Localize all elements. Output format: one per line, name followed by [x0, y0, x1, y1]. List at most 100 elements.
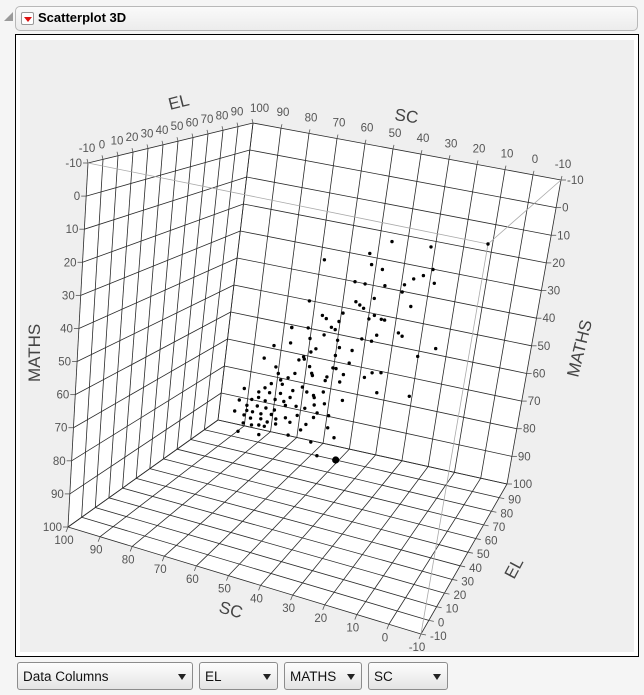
- tick-mark: [436, 606, 442, 609]
- gridline-wall-sc-maths: [71, 365, 225, 462]
- tick-mark: [221, 126, 224, 131]
- outline-header: [15, 6, 638, 31]
- tick-label-maths-left: 60: [56, 390, 69, 402]
- data-point: [333, 327, 337, 332]
- y-column-label: MATHS: [290, 669, 337, 684]
- data-point: [360, 337, 364, 341]
- tick-mark: [65, 526, 69, 533]
- data-point: [255, 404, 259, 408]
- data-point: [272, 343, 276, 348]
- tick-label-maths-right: 40: [542, 313, 555, 325]
- data-point: [273, 422, 278, 426]
- tick-label-sc-top: 0: [532, 154, 538, 166]
- tick-mark: [161, 556, 165, 562]
- gridline-wall-sc-el: [190, 130, 224, 440]
- data-columns-label: Data Columns: [23, 669, 109, 684]
- tick-label-el-top: 50: [171, 121, 184, 133]
- data-point: [242, 413, 246, 417]
- data-point: [400, 290, 404, 294]
- gridline-wall-sc-el: [135, 144, 164, 479]
- tick-label-sc-top: 60: [361, 123, 374, 135]
- data-point: [286, 376, 290, 380]
- tick-label-sc-top: 40: [417, 133, 430, 145]
- tick-label-el-right: 0: [438, 617, 444, 629]
- data-point: [322, 258, 327, 262]
- data-point: [421, 273, 426, 278]
- gridline-wall-el-sc: [454, 169, 506, 473]
- tick-label-maths-right: 20: [552, 258, 565, 270]
- x-column-dropdown[interactable]: EL: [199, 662, 278, 690]
- gridline-floor-sc: [420, 483, 508, 635]
- z-column-dropdown[interactable]: SC: [368, 662, 448, 690]
- data-point: [375, 333, 379, 337]
- data-point: [396, 331, 401, 335]
- gridline-wall-sc-maths: [87, 122, 254, 164]
- data-point: [303, 406, 307, 410]
- gridline-floor-el: [122, 487, 453, 580]
- gridline-wall-el-maths: [230, 311, 527, 374]
- gridline-floor-sc: [292, 460, 403, 596]
- gridline-wall-sc-maths: [76, 284, 235, 362]
- tick-mark: [236, 122, 239, 127]
- tick-mark: [491, 510, 497, 513]
- data-point: [379, 371, 383, 375]
- tick-mark: [322, 604, 326, 610]
- gridline-wall-el-sc: [506, 179, 562, 485]
- tick-label-maths-left: 10: [66, 224, 79, 236]
- tick-mark: [146, 144, 149, 149]
- data-point: [288, 341, 293, 345]
- cube-front-edge: [87, 162, 489, 245]
- gridline-wall-sc-el: [163, 137, 194, 459]
- tick-label-el-top: -10: [79, 143, 96, 155]
- data-point: [333, 353, 338, 358]
- tick-mark: [226, 575, 229, 581]
- tick-mark: [251, 118, 254, 124]
- gridline-floor-sc: [131, 431, 271, 547]
- tick-mark: [86, 158, 89, 164]
- data-point: [283, 416, 288, 420]
- chevron-down-icon: [263, 674, 271, 680]
- tick-mark: [460, 565, 466, 568]
- gridline-floor-el: [108, 497, 445, 594]
- data-point: [325, 375, 329, 379]
- data-point: [323, 378, 327, 383]
- data-point: [274, 417, 278, 421]
- gridline-floor-sc: [260, 454, 376, 586]
- gridline-wall-sc-el: [67, 162, 89, 528]
- scatterplot-3d[interactable]: -10-10-10-10-10-100000001010101010102020…: [0, 0, 644, 660]
- data-point: [304, 422, 308, 427]
- data-point: [256, 395, 261, 400]
- data-point: [314, 347, 318, 351]
- tick-mark: [354, 614, 358, 620]
- gridline-wall-sc-el: [108, 152, 134, 498]
- red-triangle-menu-icon[interactable]: [21, 12, 34, 25]
- gridline-floor-sc: [164, 437, 298, 557]
- tick-mark: [161, 140, 164, 145]
- tick-label-sc-bottom: 80: [122, 554, 135, 566]
- outline-disclosure-icon[interactable]: [4, 12, 13, 21]
- tick-label-el-top: 100: [250, 103, 269, 115]
- axis-title-el-right: EL: [501, 555, 528, 582]
- data-point: [308, 336, 312, 341]
- tick-label-sc-bottom: 10: [346, 623, 359, 635]
- tick-label-el-top: 90: [231, 107, 244, 119]
- tick-label-maths-right: 80: [523, 424, 536, 436]
- y-column-dropdown[interactable]: MATHS: [284, 662, 362, 690]
- data-point: [241, 421, 245, 425]
- gridline-wall-sc-maths: [82, 203, 244, 263]
- gridline-wall-el-sc: [243, 128, 282, 426]
- tick-label-maths-right: -10: [567, 175, 584, 187]
- data-point: [263, 386, 267, 390]
- data-point: [305, 390, 309, 394]
- data-point: [293, 371, 297, 376]
- tick-label-sc-top: 20: [473, 143, 486, 155]
- data-point: [486, 242, 490, 246]
- data-point: [264, 406, 268, 410]
- data-point: [272, 408, 277, 412]
- tick-label-sc-bottom: 20: [314, 613, 327, 625]
- data-columns-dropdown[interactable]: Data Columns: [17, 662, 193, 690]
- gridline-wall-el-maths: [224, 365, 517, 430]
- tick-mark: [418, 633, 422, 640]
- data-point: [321, 390, 325, 394]
- tick-label-maths-right: 50: [538, 341, 551, 353]
